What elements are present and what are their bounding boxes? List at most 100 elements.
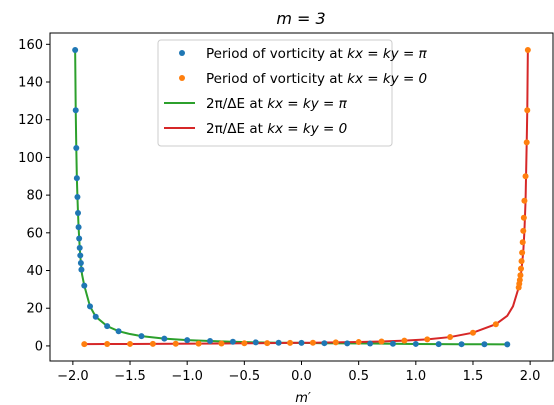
x-tick-label: −1.0 xyxy=(171,369,203,384)
data-point xyxy=(481,341,488,348)
data-point xyxy=(520,214,527,221)
data-point xyxy=(229,338,236,345)
data-point xyxy=(355,339,362,346)
data-point xyxy=(81,341,88,348)
data-point xyxy=(75,210,82,217)
y-tick-label: 20 xyxy=(26,302,43,317)
chart-title: m = 3 xyxy=(276,9,325,28)
data-point xyxy=(519,249,526,256)
data-point xyxy=(76,244,83,251)
data-point xyxy=(73,144,80,151)
series-markers-2 xyxy=(81,46,531,348)
data-point xyxy=(378,338,385,345)
data-point xyxy=(73,175,80,182)
legend: Period of vorticity at kx = ky = π Period… xyxy=(157,39,428,147)
y-tick-label: 100 xyxy=(18,151,43,166)
legend-marker xyxy=(179,50,185,56)
data-point xyxy=(519,239,526,246)
data-point xyxy=(75,224,82,231)
y-tick-label: 80 xyxy=(26,189,43,204)
data-point xyxy=(523,139,530,146)
x-tick-label: 2.0 xyxy=(520,369,541,384)
data-point xyxy=(161,335,168,342)
data-point xyxy=(81,282,88,289)
data-point xyxy=(72,46,79,53)
data-point xyxy=(332,339,339,346)
data-point xyxy=(344,340,351,347)
x-tick-label: 0.0 xyxy=(291,369,312,384)
x-tick-label: −0.5 xyxy=(229,369,261,384)
legend-label: Period of vorticity at kx = ky = 0 xyxy=(206,71,427,87)
data-point xyxy=(241,340,248,347)
legend-entry: Period of vorticity at kx = ky = π xyxy=(179,46,428,62)
legend-label: 2π/ΔE at kx = ky = π xyxy=(206,96,348,112)
data-point xyxy=(138,333,145,340)
x-tick-label: −2.0 xyxy=(57,369,89,384)
legend-label: 2π/ΔE at kx = ky = 0 xyxy=(206,121,347,137)
legend-entry: 2π/ΔE at kx = ky = 0 xyxy=(164,121,347,137)
data-point xyxy=(517,265,524,272)
data-point xyxy=(424,336,431,343)
data-point xyxy=(309,339,316,346)
data-point xyxy=(252,339,259,346)
data-point xyxy=(104,323,111,330)
data-point xyxy=(78,266,85,273)
data-point xyxy=(492,321,499,328)
data-point xyxy=(287,339,294,346)
data-point xyxy=(87,303,94,310)
data-point xyxy=(435,341,442,348)
x-tick-label: −1.5 xyxy=(114,369,146,384)
data-point xyxy=(522,173,529,180)
data-point xyxy=(115,328,122,335)
data-point xyxy=(207,338,214,345)
data-point xyxy=(517,272,524,279)
y-tick-label: 140 xyxy=(18,76,43,91)
legend-entry: 2π/ΔE at kx = ky = π xyxy=(164,96,348,112)
x-tick-label: 1.5 xyxy=(463,369,484,384)
data-point xyxy=(264,340,271,347)
data-point xyxy=(149,340,156,347)
data-point xyxy=(524,107,531,114)
data-point xyxy=(127,340,134,347)
data-point xyxy=(367,340,374,347)
data-point xyxy=(218,340,225,347)
data-point xyxy=(458,341,465,348)
data-point xyxy=(104,341,111,348)
axes: −2.0 −1.5 −1.0 −0.5 0.0 0.5 1.0 1.5 2.0 0 20 40 60 80… xyxy=(18,32,554,384)
data-point xyxy=(516,276,523,283)
data-point xyxy=(401,337,408,344)
data-point xyxy=(504,341,511,348)
legend-entry: Period of vorticity at kx = ky = 0 xyxy=(179,71,427,87)
data-point xyxy=(72,107,79,114)
y-tick-label: 0 xyxy=(35,339,43,354)
data-point xyxy=(321,340,328,347)
series-markers-1 xyxy=(72,46,511,348)
plot-area xyxy=(72,46,531,348)
data-point xyxy=(447,334,454,341)
data-point xyxy=(518,258,525,265)
data-point xyxy=(389,340,396,347)
data-point xyxy=(74,194,81,200)
data-point xyxy=(469,329,476,336)
data-point xyxy=(521,197,528,204)
y-tick-label: 60 xyxy=(26,226,43,241)
data-point xyxy=(172,340,179,347)
legend-marker xyxy=(179,75,185,81)
x-tick-label: 0.5 xyxy=(348,369,369,384)
data-point xyxy=(77,252,84,259)
x-axis-label: m′ xyxy=(295,391,311,405)
data-point xyxy=(92,313,99,320)
data-point xyxy=(76,235,83,242)
data-point xyxy=(275,339,282,346)
data-point xyxy=(520,227,527,234)
data-point xyxy=(77,259,84,266)
y-tick-label: 40 xyxy=(26,264,43,279)
y-tick-label: 120 xyxy=(18,113,43,128)
data-point xyxy=(524,46,531,53)
data-point xyxy=(298,339,305,346)
data-point xyxy=(184,337,191,344)
legend-frame xyxy=(157,39,393,147)
data-point xyxy=(195,340,202,347)
legend-label: Period of vorticity at kx = ky = π xyxy=(206,46,428,62)
